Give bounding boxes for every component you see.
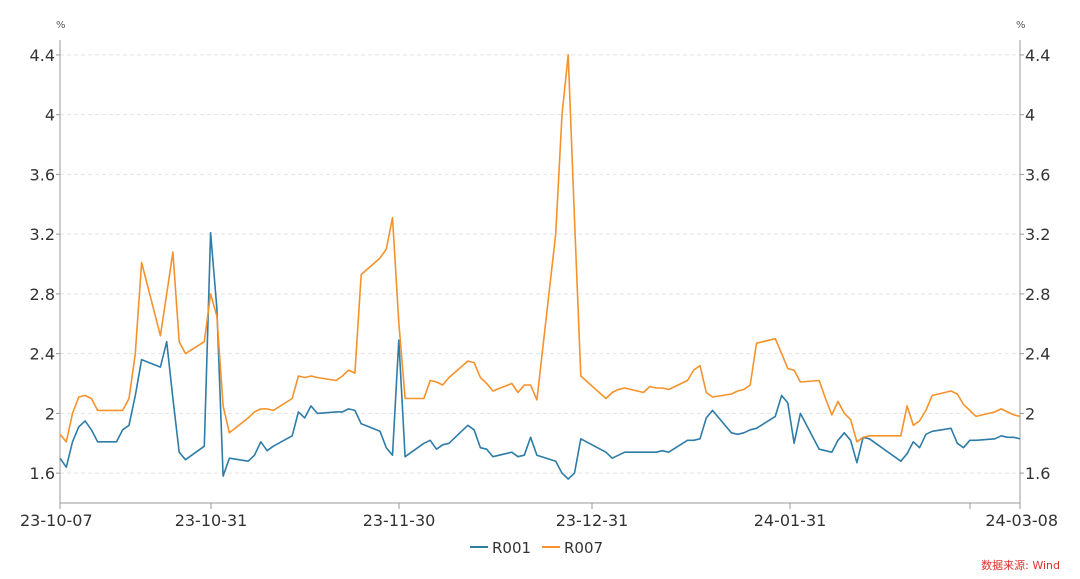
series-lines xyxy=(59,54,1021,480)
y-tick-label-left: 2.4 xyxy=(30,345,55,364)
y-tick-label-right: 3.2 xyxy=(1025,225,1050,244)
series-line-r007 xyxy=(59,54,1021,443)
y-tick-label-left: 2.8 xyxy=(30,285,55,304)
x-tick-label: 24-01-31 xyxy=(754,511,827,530)
y-tick-label-left: 4 xyxy=(45,106,55,125)
legend: R001 R007 xyxy=(470,539,603,557)
y-tick-label-left: 1.6 xyxy=(30,464,55,483)
y-tick-label-left: 3.6 xyxy=(30,165,55,184)
left-y-unit-label: % xyxy=(56,20,66,31)
y-tick-label-left: 3.2 xyxy=(30,225,55,244)
gridlines xyxy=(60,54,1020,474)
axes: % % xyxy=(56,20,1026,504)
series-line-r001 xyxy=(59,231,1021,480)
x-tick-labels: 23-10-07 23-10-31 23-11-30 23-12-31 24-01-31… xyxy=(20,503,1058,530)
y-tick-label-right: 2.8 xyxy=(1025,285,1050,304)
source-note: 数据来源: Wind xyxy=(981,558,1060,572)
legend-label-r007: R007 xyxy=(564,539,603,557)
y-tick-label-left: 4.4 xyxy=(30,46,55,65)
y-tick-label-right: 1.6 xyxy=(1025,464,1050,483)
y-tick-label-right: 4.4 xyxy=(1025,46,1050,65)
right-y-unit-label: % xyxy=(1016,20,1026,31)
x-tick-label: 23-12-31 xyxy=(556,511,629,530)
y-tick-label-left: 2 xyxy=(45,404,55,423)
x-tick-label: 23-11-30 xyxy=(363,511,436,530)
y-tick-label-right: 3.6 xyxy=(1025,165,1050,184)
y-tick-label-right: 2.4 xyxy=(1025,345,1050,364)
x-tick-label: 23-10-31 xyxy=(175,511,248,530)
x-tick-label: 23-10-07 xyxy=(20,511,93,530)
y-tick-label-right: 4 xyxy=(1025,106,1035,125)
legend-label-r001: R001 xyxy=(492,539,531,557)
y-tick-labels: 1.6 1.6 2 2 2.4 2.4 2.8 2.8 3.2 3.2 3.6 3.6 4 4 4.4 4.4 xyxy=(30,46,1051,483)
x-tick-label: 24-03-08 xyxy=(985,511,1058,530)
y-tick-label-right: 2 xyxy=(1025,404,1035,423)
